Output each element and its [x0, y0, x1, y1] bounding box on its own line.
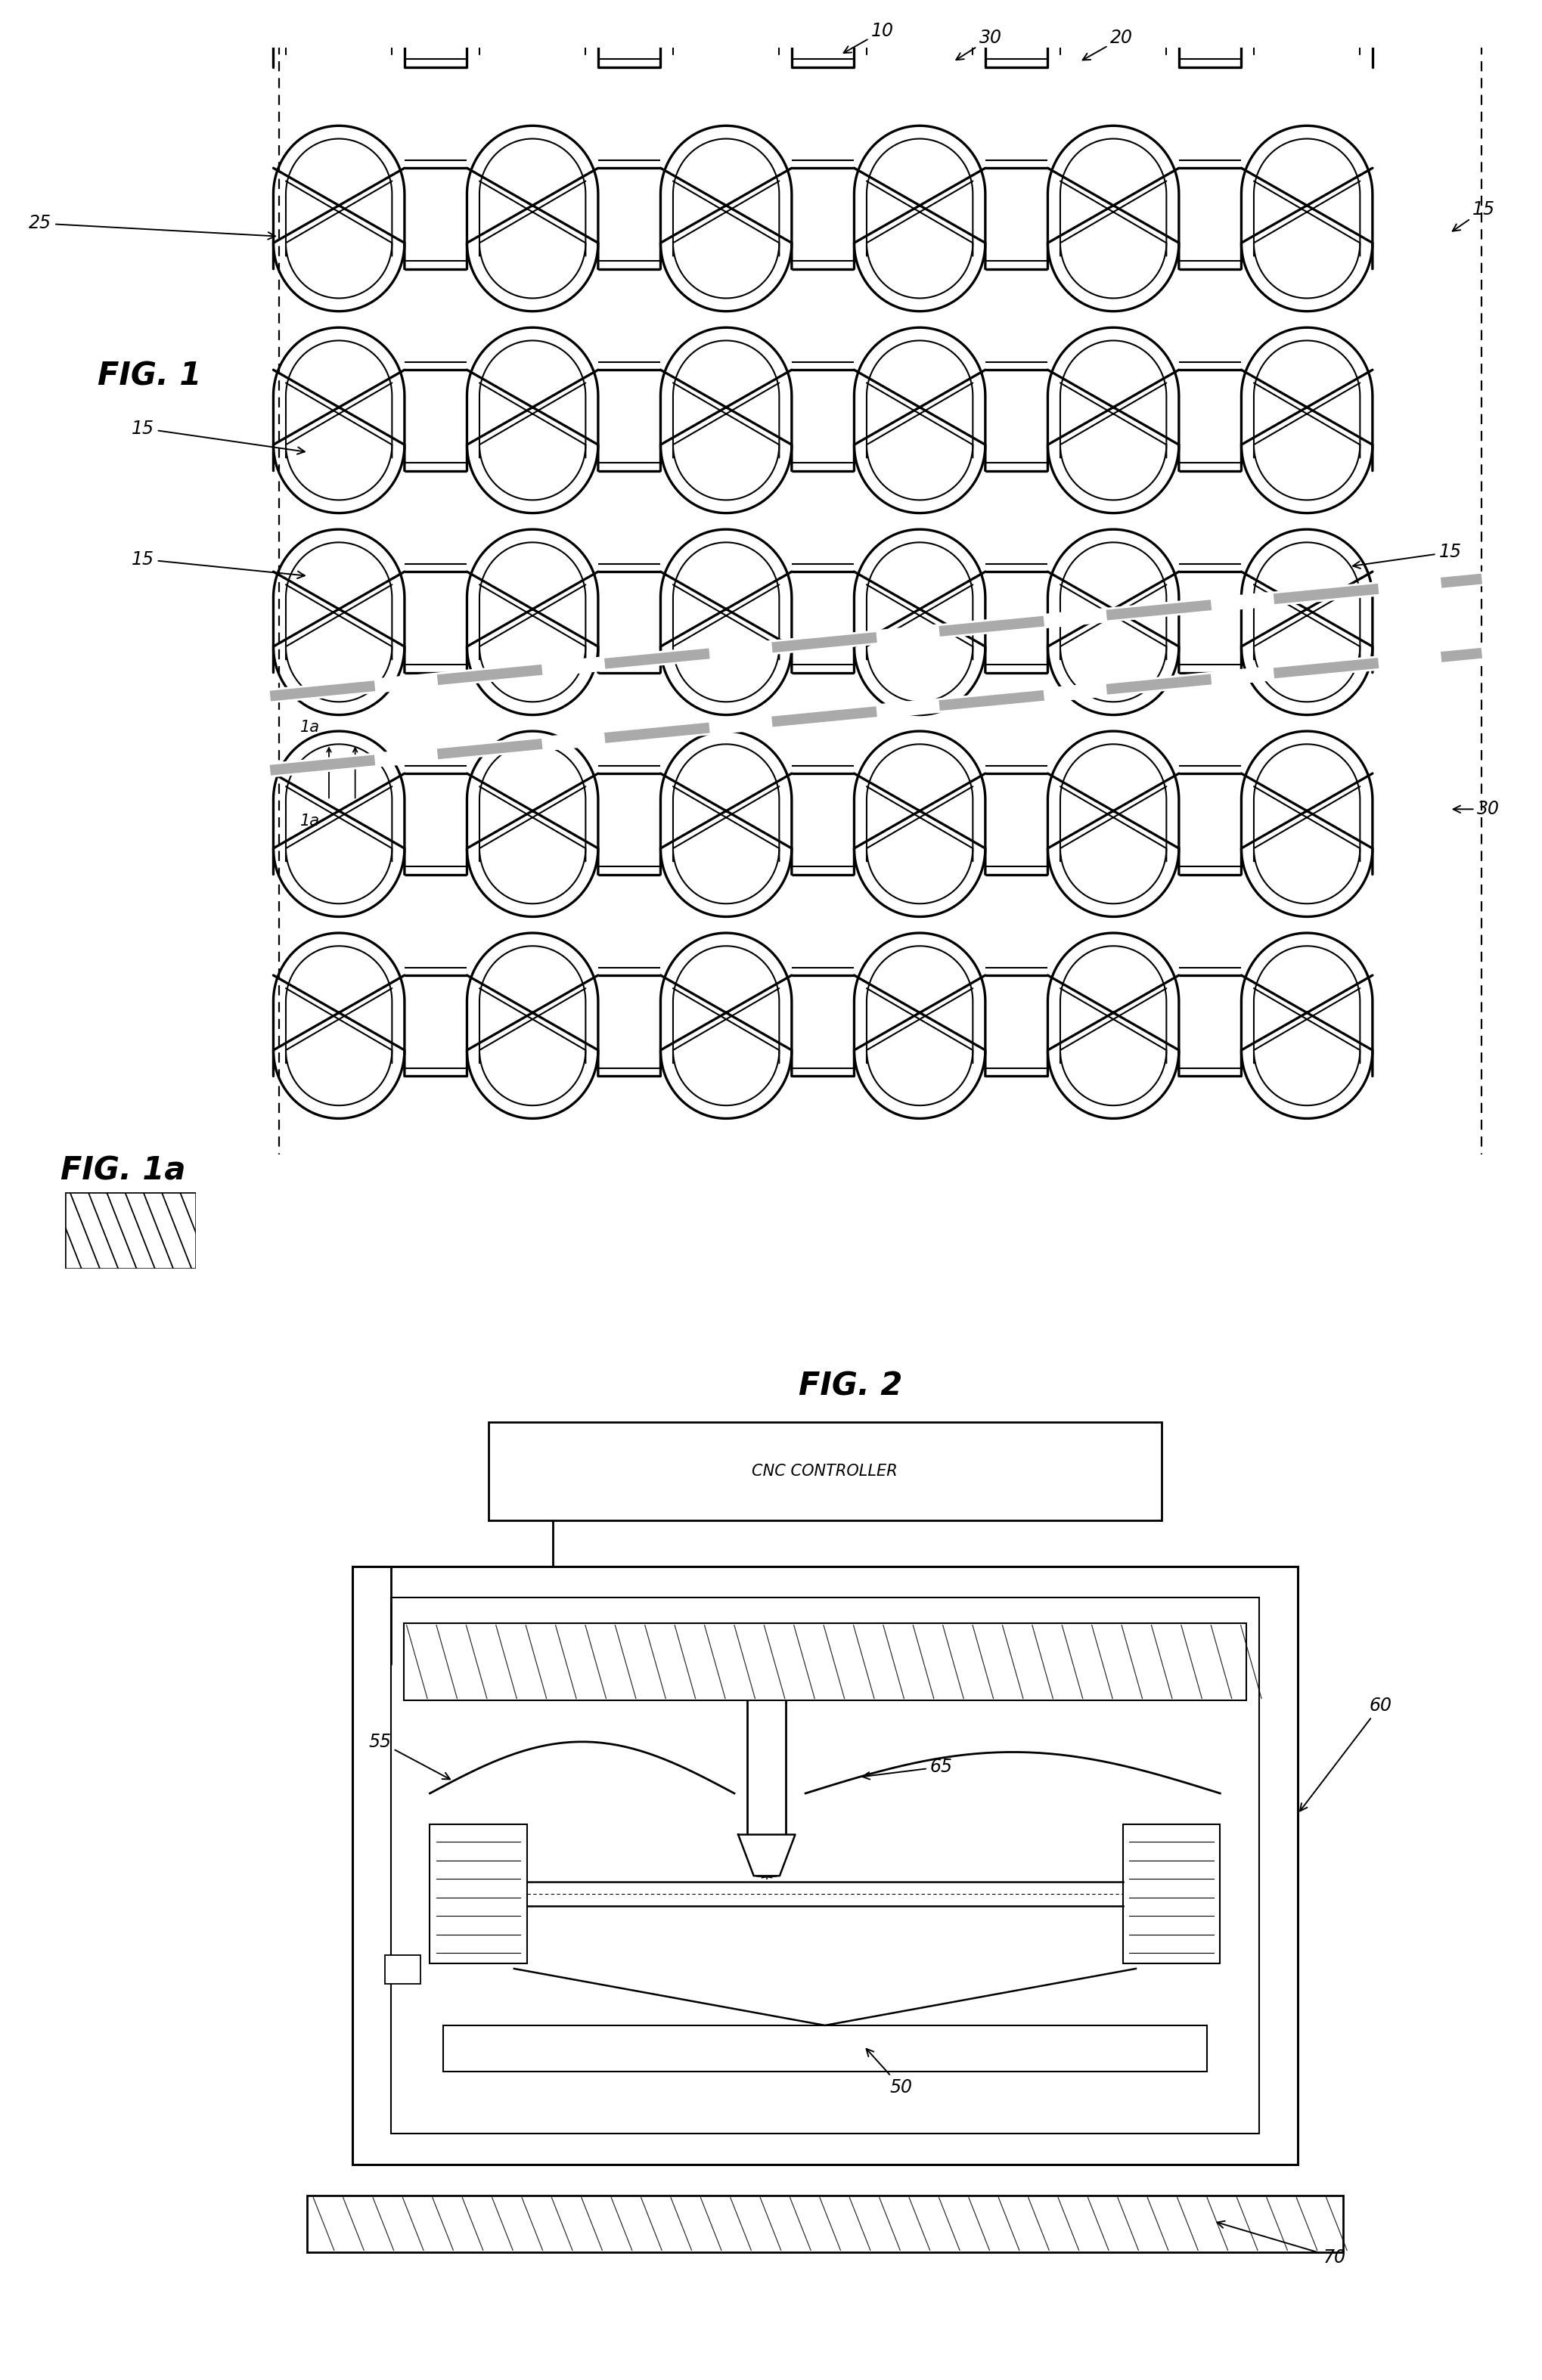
FancyBboxPatch shape	[352, 1566, 1298, 2166]
FancyBboxPatch shape	[384, 1956, 421, 1985]
Text: 15: 15	[131, 419, 305, 455]
FancyBboxPatch shape	[392, 1597, 1258, 2132]
Polygon shape	[739, 1835, 796, 1875]
Text: 20: 20	[1082, 29, 1133, 60]
Text: 55: 55	[369, 1733, 450, 1780]
FancyBboxPatch shape	[430, 1825, 527, 1964]
Text: 70: 70	[1217, 2221, 1346, 2266]
Text: 1a: 1a	[301, 719, 321, 735]
FancyBboxPatch shape	[307, 2194, 1343, 2251]
Text: 50: 50	[867, 2049, 913, 2097]
Text: FIG. 1: FIG. 1	[97, 359, 202, 393]
Text: 65: 65	[862, 1759, 953, 1780]
Text: CNC CONTROLLER: CNC CONTROLLER	[752, 1464, 897, 1478]
Text: 30: 30	[1453, 800, 1500, 819]
Text: 30: 30	[956, 29, 1002, 60]
FancyBboxPatch shape	[443, 2025, 1207, 2071]
Text: 15: 15	[1352, 543, 1462, 569]
Text: 1a: 1a	[301, 814, 321, 828]
FancyBboxPatch shape	[489, 1423, 1161, 1521]
Text: 60: 60	[1300, 1697, 1392, 1811]
Text: 15: 15	[131, 550, 305, 578]
Text: 10: 10	[843, 21, 894, 52]
Text: 25: 25	[29, 214, 274, 240]
Text: FIG. 2: FIG. 2	[799, 1371, 902, 1402]
Text: FIG. 1a: FIG. 1a	[60, 1154, 187, 1188]
FancyBboxPatch shape	[404, 1623, 1246, 1702]
Text: 15: 15	[1453, 200, 1496, 231]
FancyBboxPatch shape	[1123, 1825, 1220, 1964]
